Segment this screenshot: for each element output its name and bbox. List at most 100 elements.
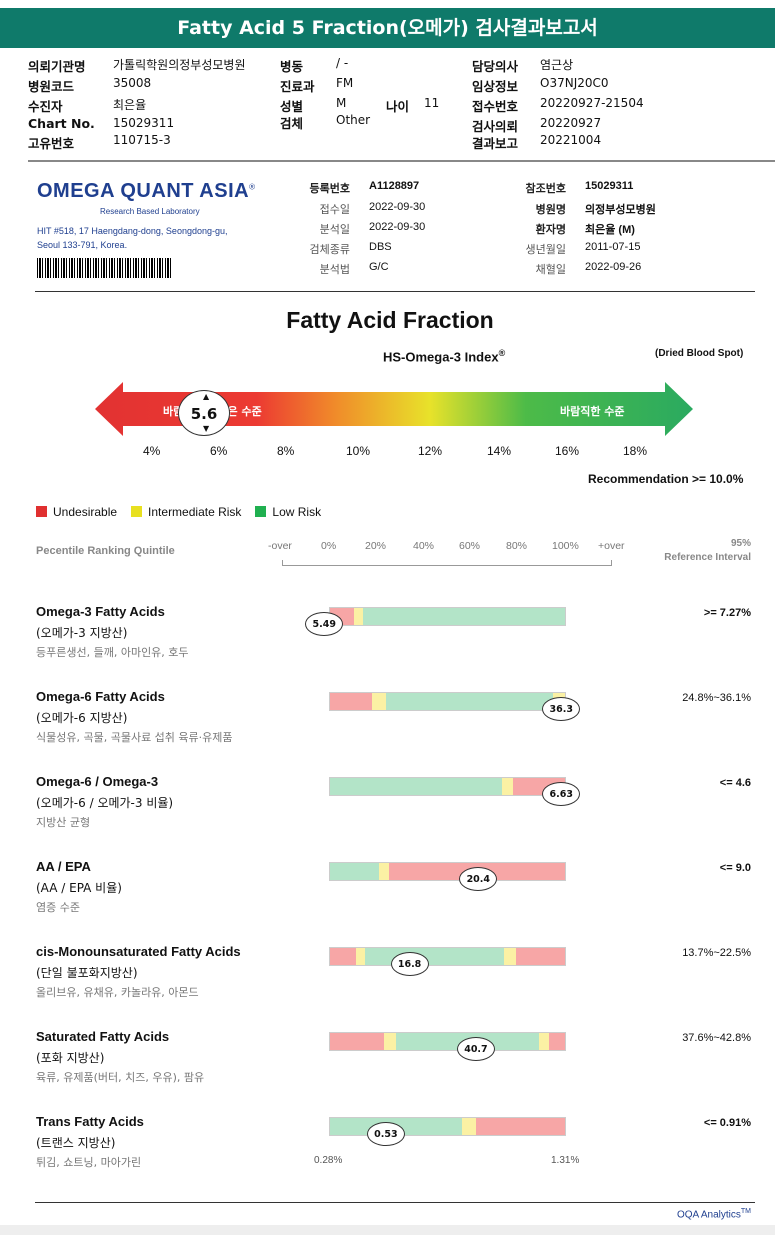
range-segment-red (515, 948, 565, 965)
row-description: 튀김, 쇼트닝, 마아가린 (36, 1156, 142, 1169)
row-reference-range: 37.6%~42.8% (682, 1032, 751, 1044)
header-label: 의뢰기관명 (28, 59, 86, 74)
patient-info-label: 채혈일 (535, 264, 566, 276)
row-name: Omega-6 Fatty Acids (36, 689, 165, 704)
percentile-axis (282, 560, 612, 566)
index-title: HS-Omega-3 Index® (383, 348, 506, 365)
range-segment-yel (503, 948, 516, 965)
legend-label: Intermediate Risk (148, 505, 242, 519)
header-label: 진료과 (280, 79, 315, 94)
sample-info-label: 접수일 (319, 204, 350, 216)
row-reference-range: >= 7.27% (703, 607, 751, 619)
row-subtitle: (단일 불포화지방산) (36, 966, 138, 980)
sample-info-label: 분석법 (319, 264, 350, 276)
range-segment-yel (353, 608, 363, 625)
lab-address-line2: Seoul 133-791, Korea. (37, 240, 128, 250)
row-value-marker: 36.3 (542, 697, 581, 721)
row-range-bar (329, 947, 566, 966)
patient-info-value: 15029311 (585, 180, 634, 192)
range-segment-grn (330, 778, 502, 795)
index-tick-label: 6% (210, 444, 228, 458)
header-value: 20220927 (540, 116, 602, 130)
row-description: 지방산 균형 (36, 816, 91, 829)
lab-tagline: Research Based Laboratory (100, 207, 200, 216)
index-tick-label: 14% (487, 444, 512, 458)
header-value: 염근상 (540, 58, 574, 72)
row-subtitle: (오메가-6 지방산) (36, 711, 128, 725)
percentile-tick-label: -over (268, 540, 292, 552)
row-description: 등푸른생선, 들깨, 아마인유, 호두 (36, 646, 189, 659)
index-tick-label: 18% (623, 444, 648, 458)
legend-item: Undesirable (36, 505, 117, 519)
patient-info-label: 병원명 (535, 204, 566, 216)
row-reference-range: 24.8%~36.1% (682, 692, 751, 704)
sample-type-note: (Dried Blood Spot) (655, 348, 744, 359)
legend-item: Intermediate Risk (131, 505, 241, 519)
range-segment-grn (386, 693, 554, 710)
header-label: 담당의사 (472, 59, 519, 74)
row-value-marker: 40.7 (456, 1037, 495, 1061)
row-subtitle: (포화 지방산) (36, 1051, 105, 1065)
header-divider (28, 160, 775, 162)
row-reference-range: <= 4.6 (719, 777, 751, 789)
row-reference-range: <= 0.91% (703, 1117, 751, 1129)
sample-info-value: G/C (369, 261, 389, 273)
index-tick-label: 16% (555, 444, 580, 458)
header-value: 15029311 (113, 116, 175, 130)
row-subtitle: (AA / EPA 비율) (36, 881, 122, 895)
patient-info-value: 의정부성모병원 (585, 204, 656, 216)
row-range-bar (329, 607, 566, 626)
sample-info-value: 2022-09-30 (369, 221, 426, 233)
row-name: Trans Fatty Acids (36, 1114, 144, 1129)
row-name: cis-Monounsaturated Fatty Acids (36, 944, 241, 959)
sample-info-label: 등록번호 (309, 183, 350, 195)
legend-swatch (36, 506, 47, 517)
header-label: 수진자 (28, 99, 63, 114)
age-value: 11 (424, 96, 440, 110)
report-title: Fatty Acid 5 Fraction(오메가) 검사결과보고서 (0, 8, 775, 48)
header-value: 가톨릭학원의정부성모병원 (113, 58, 246, 72)
header-value: 최은율 (113, 98, 147, 112)
row-range-bar (329, 1117, 566, 1136)
row-description: 올리브유, 유채유, 카놀라유, 아몬드 (36, 986, 199, 999)
index-tick-label: 10% (346, 444, 371, 458)
range-segment-yel (379, 863, 389, 880)
row-subtitle: (트랜스 지방산) (36, 1136, 116, 1150)
age-label: 나이 (386, 99, 410, 114)
header-value: 20221004 (540, 133, 602, 147)
index-value-marker: ▲ 5.6 ▼ (178, 390, 230, 436)
header-label: 접수번호 (472, 99, 519, 114)
range-segment-grn (365, 948, 504, 965)
row-name: Omega-3 Fatty Acids (36, 604, 165, 619)
range-segment-red (330, 1033, 385, 1050)
patient-info-label: 생년월일 (525, 244, 566, 256)
row-subtitle: (오메가-6 / 오메가-3 비율) (36, 796, 174, 810)
header-label: 병원코드 (28, 79, 75, 94)
patient-info-value: 2011-07-15 (585, 241, 641, 253)
row-subtitle: (오메가-3 지방산) (36, 626, 128, 640)
patient-info-label: 환자명 (535, 224, 566, 236)
reference-interval-header: 95% Reference Interval (664, 538, 751, 563)
footer-brand: OQA AnalyticsTM (676, 1208, 751, 1221)
header-value: 20220927-21504 (540, 96, 644, 110)
row-reference-range: 13.7%~22.5% (682, 947, 751, 959)
range-segment-red (548, 1033, 565, 1050)
desirable-level-label: 바람직한 수준 (560, 405, 625, 418)
sample-info-value: A1128897 (369, 180, 420, 192)
lab-logo: OMEGA QUANT ASIA® (37, 180, 256, 202)
sample-info-label: 검체종류 (309, 244, 350, 256)
legend-label: Low Risk (272, 505, 322, 519)
percentile-label: Pecentile Ranking Quintile (36, 545, 175, 557)
row-value-marker: 0.53 (366, 1122, 405, 1146)
row-name: Omega-6 / Omega-3 (36, 774, 159, 789)
header-value: / - (336, 56, 349, 70)
range-segment-yel (355, 948, 366, 965)
index-tick-label: 12% (418, 444, 443, 458)
percentile-tick-label: 80% (506, 540, 528, 552)
range-segment-yel (501, 778, 514, 795)
header-label: 임상정보 (472, 79, 519, 94)
trans-axis-max: 1.31% (551, 1155, 580, 1166)
header-value: 35008 (113, 76, 152, 90)
range-segment-grn (362, 608, 565, 625)
row-value-marker: 20.4 (459, 867, 498, 891)
